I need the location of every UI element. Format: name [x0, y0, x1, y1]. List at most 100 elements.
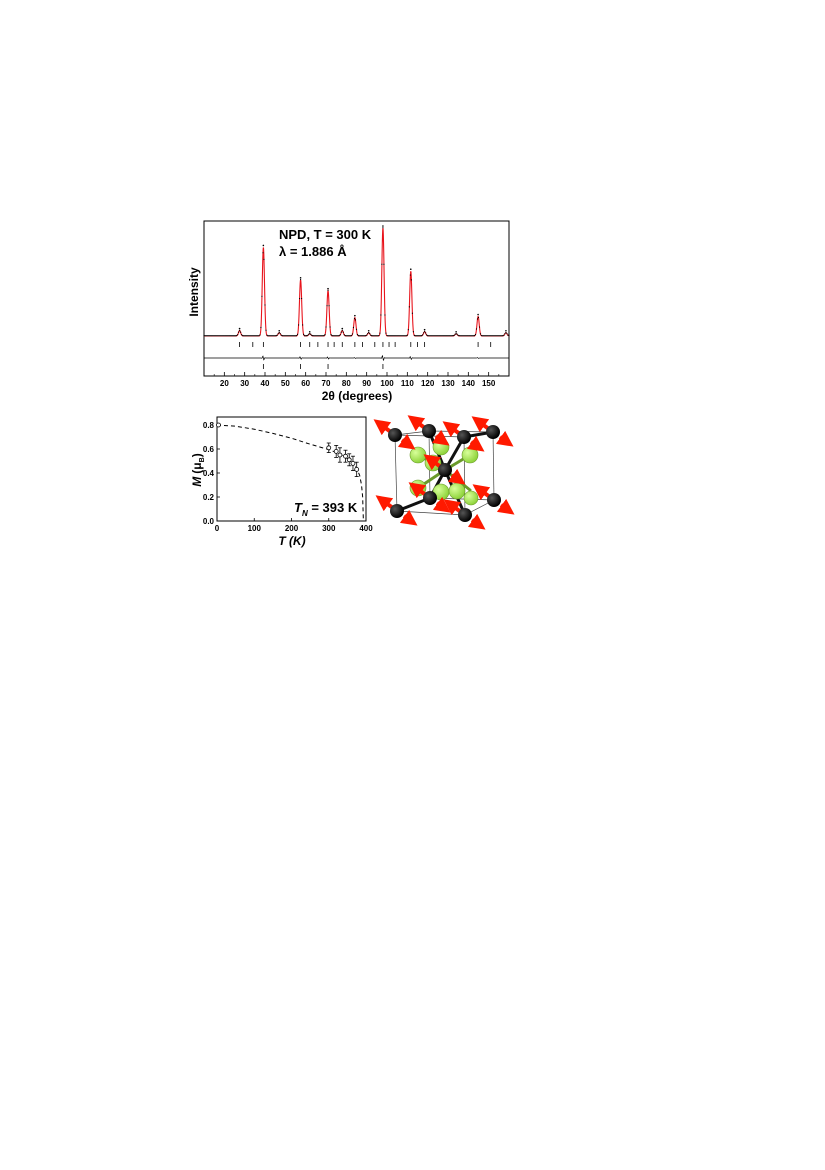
npd-x-tick-label: 70 [322, 379, 331, 388]
spin-arrow [399, 509, 418, 526]
spin-arrow [496, 498, 515, 515]
observed-point [363, 335, 365, 337]
observed-point [266, 334, 268, 336]
ligand-atom [448, 482, 466, 500]
observed-point [391, 335, 393, 337]
observed-point [423, 332, 425, 334]
neel-value: = 393 K [308, 500, 358, 515]
observed-point [347, 335, 349, 337]
data-point [337, 452, 343, 458]
observed-point [222, 335, 224, 337]
observed-point [263, 258, 265, 260]
observed-point [491, 335, 493, 337]
observed-point [277, 332, 279, 335]
observed-point [317, 335, 319, 337]
observed-point [209, 335, 211, 337]
observed-point [474, 333, 477, 336]
observed-point [485, 335, 487, 337]
observed-point [494, 335, 496, 337]
observed-point [309, 332, 311, 335]
observed-point [315, 335, 317, 337]
observed-point [217, 335, 219, 337]
observed-point [389, 335, 391, 337]
observed-point [255, 335, 257, 337]
observed-point [425, 332, 427, 334]
observed-point [479, 333, 482, 335]
observed-point [407, 329, 409, 331]
observed-peak-point [382, 225, 384, 227]
observed-point [490, 335, 492, 337]
observed-point [504, 332, 506, 335]
observed-point [370, 334, 372, 336]
observed-point [285, 335, 287, 337]
npd-x-tick-label: 50 [281, 379, 290, 388]
observed-point [256, 335, 258, 337]
observed-point [334, 335, 336, 337]
observed-point [393, 335, 395, 337]
observed-peak-point [409, 268, 412, 271]
data-point [346, 457, 352, 463]
observed-point [457, 334, 459, 336]
observed-point [273, 335, 275, 337]
observed-point [207, 335, 209, 337]
observed-point [233, 335, 236, 337]
observed-point [244, 335, 246, 337]
observed-point [454, 333, 456, 335]
observed-point [349, 335, 351, 337]
observed-point [278, 331, 280, 334]
observed-point [450, 335, 452, 337]
observed-point [381, 263, 383, 265]
observed-point [287, 335, 289, 337]
observed-point [445, 335, 447, 337]
observed-point [418, 335, 421, 337]
npd-y-axis-label: Intensity [187, 267, 201, 317]
observed-point [366, 334, 368, 336]
observed-point [430, 335, 432, 337]
ligand-atom [463, 490, 479, 506]
magnetic-atom [486, 425, 500, 439]
observed-peak-point [278, 329, 281, 332]
observed-point [259, 334, 261, 336]
observed-point [288, 335, 290, 337]
observed-point [436, 335, 438, 337]
observed-point [435, 335, 437, 337]
observed-point [281, 335, 283, 337]
observed-point [471, 335, 473, 337]
observed-point [219, 335, 221, 337]
observed-point [376, 335, 378, 337]
spin-arrow [447, 468, 466, 485]
observed-point [295, 335, 298, 337]
data-point [354, 466, 360, 472]
spin-arrow [466, 435, 485, 452]
npd-x-tick-label: 40 [261, 379, 270, 388]
observed-point [378, 334, 380, 337]
magnetic-atom [438, 463, 452, 477]
observed-point [444, 335, 446, 337]
observed-point [464, 335, 466, 337]
observed-point [296, 333, 299, 335]
ligand-atom [409, 446, 427, 464]
observed-point [290, 335, 293, 337]
observed-peak-point [238, 327, 241, 330]
observed-point [218, 335, 220, 337]
observed-point [507, 334, 509, 336]
observed-point [342, 331, 344, 333]
observed-point [312, 335, 314, 337]
observed-point [301, 297, 303, 300]
neel-temperature-annotation: TN = 393 K [294, 500, 358, 518]
observed-point [505, 331, 507, 334]
observed-point [211, 335, 213, 337]
observed-point [497, 335, 499, 337]
observed-point [293, 335, 296, 337]
magnetic-atom [422, 424, 436, 438]
observed-point [508, 335, 510, 337]
observed-point [267, 335, 269, 337]
observed-point [351, 333, 354, 335]
data-point [216, 422, 221, 428]
observed-point [205, 335, 207, 337]
moment-axis-ticks: 0 100 200 300 400 0.0 0.2 0.4 0.6 0.8 [203, 421, 373, 533]
observed-point [472, 335, 475, 337]
observed-point [286, 335, 288, 337]
npd-x-tick-label: 80 [342, 379, 351, 388]
observed-point [365, 335, 367, 337]
